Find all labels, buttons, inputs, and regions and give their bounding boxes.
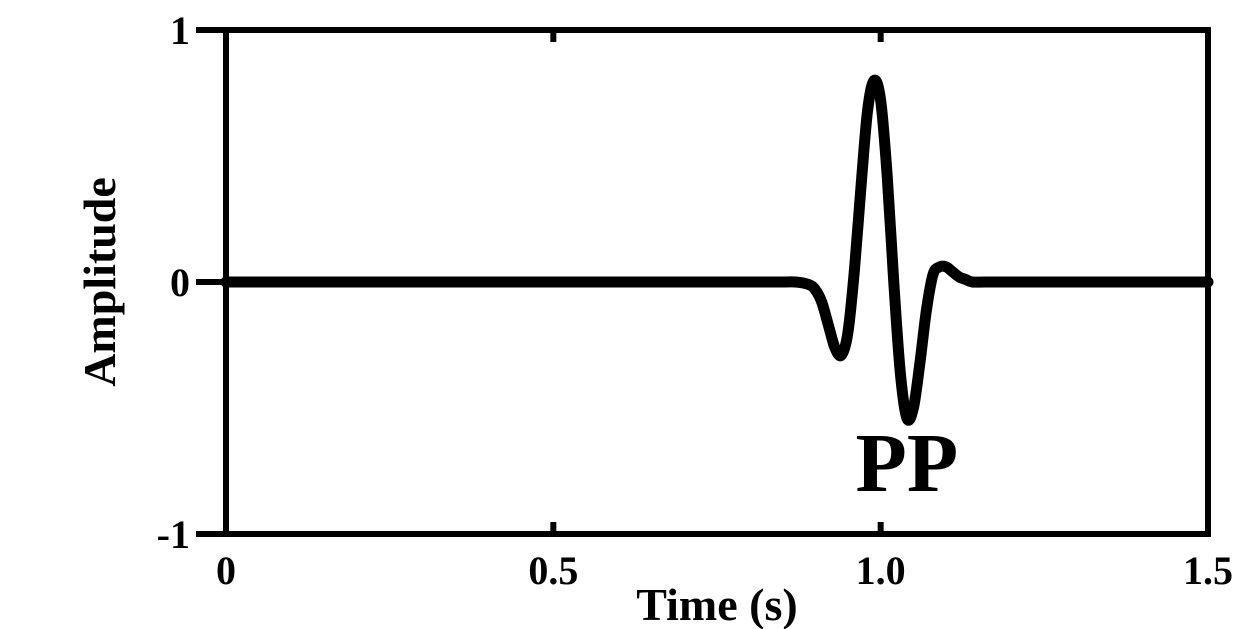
x-axis-label: Time (s) — [636, 579, 797, 629]
tick-labels: 0 0.5 1.0 1.5 1 0 -1 — [157, 8, 1233, 593]
x-tick-label: 0.5 — [528, 548, 578, 593]
y-tick-label: 0 — [170, 260, 190, 305]
annotation-label: PP — [856, 417, 959, 510]
annotations: PP — [856, 417, 959, 510]
series-line — [220, 74, 1214, 426]
y-axis-label: Amplitude — [74, 177, 125, 387]
y-tick-label: -1 — [157, 512, 190, 557]
x-tick-label: 0 — [216, 548, 236, 593]
y-tick-label: 1 — [170, 8, 190, 53]
x-tick-label: 1.5 — [1183, 548, 1233, 593]
x-tick-label: 1.0 — [856, 548, 906, 593]
